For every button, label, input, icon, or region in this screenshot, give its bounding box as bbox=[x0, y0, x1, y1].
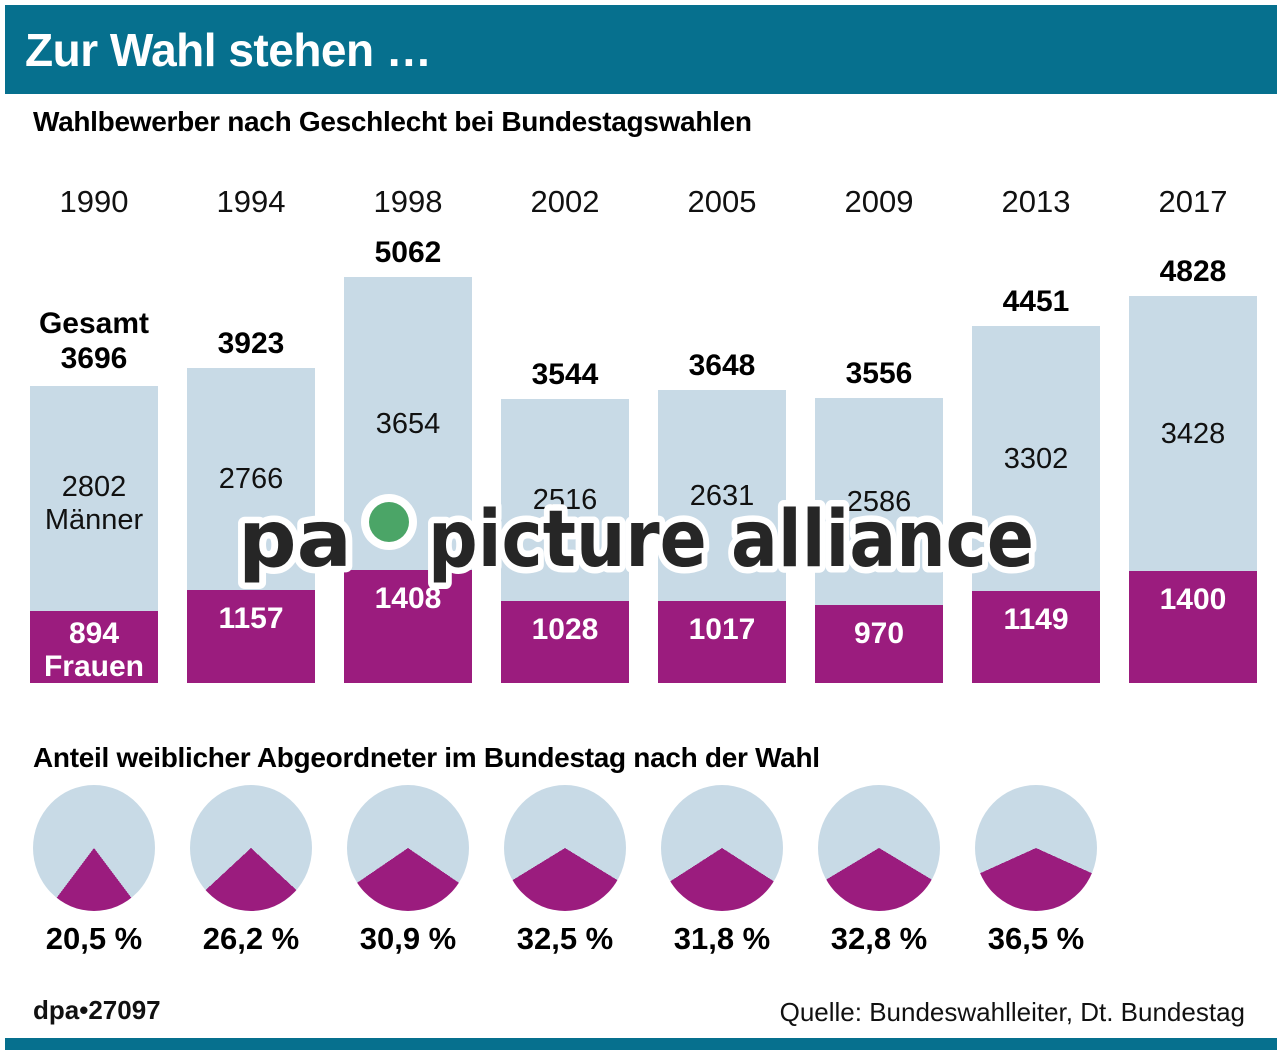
bar-segment-women bbox=[344, 570, 472, 683]
men-value-label: 2802 Männer bbox=[44, 470, 144, 536]
men-value-label: 2631 bbox=[689, 479, 755, 512]
pie-women-share bbox=[975, 785, 1097, 911]
women-value-label: 1017 bbox=[688, 613, 756, 646]
total-value-label: Gesamt 3696 bbox=[38, 307, 150, 375]
pie-percvalue-label: 32,5 % bbox=[516, 921, 614, 956]
bar-segment-men bbox=[187, 368, 315, 590]
bar-segment-women bbox=[815, 605, 943, 683]
women-value-label: 1408 bbox=[374, 582, 442, 615]
bar-segment-men bbox=[1129, 296, 1257, 571]
bar-segment-men bbox=[658, 390, 786, 601]
pie-percvalue-label: 32,8 % bbox=[830, 921, 928, 956]
total-value-label: 3923 bbox=[217, 327, 285, 360]
men-value-label: 2766 bbox=[218, 463, 284, 495]
total-value-label: 3544 bbox=[531, 358, 599, 391]
pie-women-share bbox=[190, 785, 312, 911]
men-value-label: 3654 bbox=[375, 407, 441, 440]
total-value-label: 4451 bbox=[1002, 285, 1070, 318]
dpa-credit: dpa•27097 bbox=[33, 995, 161, 1025]
men-value-label: 2516 bbox=[532, 484, 598, 516]
year-label: 2009 bbox=[844, 184, 914, 219]
pie-percvalue-label: 30,9 % bbox=[359, 921, 457, 956]
bar-segment-men bbox=[815, 398, 943, 605]
bar-segment-men bbox=[501, 399, 629, 601]
bar-chart-title: Wahlbewerber nach Geschlecht bei Bundest… bbox=[33, 106, 752, 137]
total-value-label: 3648 bbox=[688, 349, 756, 382]
women-value-label: 970 bbox=[853, 617, 905, 650]
pie-chart-title: Anteil weiblicher Abgeordneter im Bundes… bbox=[33, 742, 820, 773]
year-label: 1990 bbox=[59, 184, 129, 219]
bar-segment-women bbox=[187, 590, 315, 683]
women-value-label: 1028 bbox=[531, 613, 599, 646]
men-value-label: 2586 bbox=[846, 485, 912, 518]
men-value-label: 3428 bbox=[1160, 417, 1226, 450]
bar-segment-women bbox=[1129, 571, 1257, 683]
bottom-accent-bar bbox=[5, 1038, 1277, 1050]
bar-segment-men bbox=[30, 386, 158, 611]
page-title: Zur Wahl stehen … bbox=[25, 23, 432, 76]
pie-women-share bbox=[504, 785, 626, 911]
pie-percvalue-label: 36,5 % bbox=[987, 921, 1085, 956]
pie-women-share bbox=[347, 785, 469, 911]
header-bar: Zur Wahl stehen … bbox=[5, 5, 1277, 94]
women-value-label: 894 Frauen bbox=[43, 617, 145, 683]
total-value-label: 3556 bbox=[845, 357, 913, 390]
pie-women-share bbox=[33, 785, 155, 911]
bar-segment-women bbox=[658, 601, 786, 683]
women-value-label: 1157 bbox=[218, 602, 284, 635]
pie-percvalue-label: 26,2 % bbox=[202, 921, 300, 956]
total-value-label: 4828 bbox=[1159, 255, 1227, 288]
pie-percvalue-label: 31,8 % bbox=[673, 921, 771, 956]
year-label: 1994 bbox=[216, 184, 286, 219]
pie-women-share bbox=[661, 785, 783, 911]
year-label: 1998 bbox=[373, 184, 443, 219]
bar-segment-women bbox=[30, 611, 158, 683]
pie-women-share bbox=[818, 785, 940, 911]
year-label: 2017 bbox=[1158, 184, 1228, 219]
men-value-label: 3302 bbox=[1003, 442, 1069, 475]
women-value-label: 1149 bbox=[1003, 603, 1069, 636]
bar-segment-women bbox=[501, 601, 629, 683]
total-value-label: 5062 bbox=[374, 236, 442, 269]
year-label: 2002 bbox=[530, 184, 600, 219]
year-label: 2013 bbox=[1001, 184, 1071, 219]
year-label: 2005 bbox=[687, 184, 757, 219]
source-credit: Quelle: Bundeswahlleiter, Dt. Bundestag bbox=[779, 997, 1245, 1027]
women-value-label: 1400 bbox=[1159, 583, 1227, 616]
bar-segment-men bbox=[972, 326, 1100, 591]
pie-percvalue-label: 20,5 % bbox=[45, 921, 143, 956]
bar-segment-women bbox=[972, 591, 1100, 683]
